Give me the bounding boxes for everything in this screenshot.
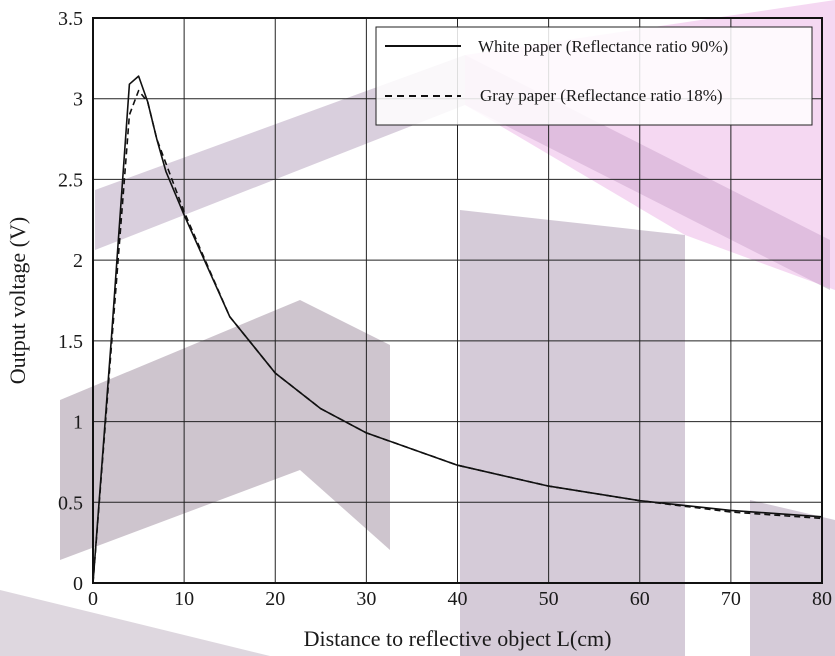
watermark-shape-4 xyxy=(0,590,270,656)
y-tick-labels: 0 0.5 1 1.5 2 2.5 3 3.5 xyxy=(58,8,83,595)
x-tick-label: 50 xyxy=(539,588,559,610)
legend-label-gray-paper: Gray paper (Reflectance ratio 18%) xyxy=(480,86,723,105)
x-tick-label: 0 xyxy=(88,588,98,610)
series-line-gray-paper xyxy=(92,89,823,584)
y-axis-label: Output voltage (V) xyxy=(5,217,30,384)
y-tick-label: 3 xyxy=(73,89,83,111)
legend: White paper (Reflectance ratio 90%) Gray… xyxy=(375,26,813,126)
x-tick-label: 60 xyxy=(630,588,650,610)
y-tick-label: 2 xyxy=(73,250,83,272)
series-layer xyxy=(92,75,823,584)
y-tick-label: 0.5 xyxy=(58,492,83,514)
y-tick-label: 0 xyxy=(73,573,83,595)
y-tick-label: 3.5 xyxy=(58,8,83,30)
watermark-shape-2 xyxy=(60,300,390,560)
legend-box xyxy=(375,26,813,126)
x-tick-label: 80 xyxy=(812,588,832,610)
x-tick-label: 20 xyxy=(265,588,285,610)
watermark-shape-5 xyxy=(750,500,835,656)
y-tick-label: 1 xyxy=(73,412,83,434)
y-tick-label: 1.5 xyxy=(58,331,83,353)
legend-label-white-paper: White paper (Reflectance ratio 90%) xyxy=(478,37,728,56)
y-tick-label: 2.5 xyxy=(58,169,83,191)
x-tick-label: 30 xyxy=(356,588,376,610)
x-axis-label: Distance to reflective object L(cm) xyxy=(304,626,612,651)
watermark-shape-3 xyxy=(460,210,685,656)
plot-frame xyxy=(92,17,823,584)
x-tick-label: 40 xyxy=(448,588,468,610)
x-tick-label: 70 xyxy=(721,588,741,610)
x-tick-label: 10 xyxy=(174,588,194,610)
x-tick-labels: 0 10 20 30 40 50 60 70 80 xyxy=(88,588,832,610)
